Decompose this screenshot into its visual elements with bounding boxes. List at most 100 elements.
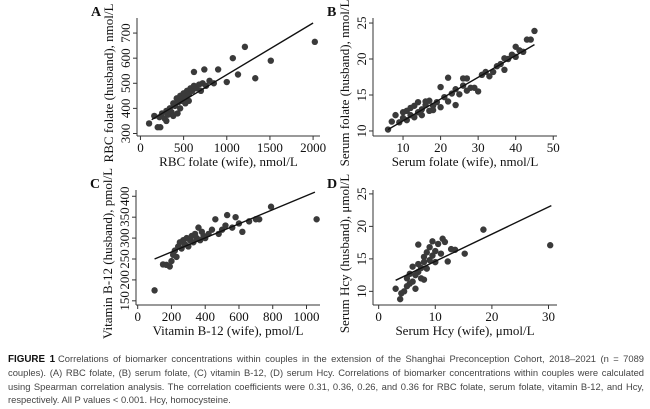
y-axis-label: Serum Hcy (husband), μmol/L [337,174,352,333]
x-tick-label: 0 [375,309,382,324]
caption-label: FIGURE 1 [8,354,56,365]
y-tick-label: 400 [117,187,132,207]
data-point [173,253,180,261]
y-tick-label: 300 [117,228,132,248]
x-tick-label: 400 [195,309,215,324]
data-point [441,238,449,246]
data-point [241,43,249,51]
y-tick-label: 400 [118,99,133,119]
panel-letter: C [90,177,100,192]
data-point [423,249,430,256]
data-point [547,242,554,249]
y-tick-label: 300 [118,124,133,144]
data-point [267,57,274,64]
x-tick-label: 10 [397,140,410,155]
data-point [190,68,198,76]
data-point [403,116,410,124]
y-tick-label: 10 [354,124,369,137]
data-point [444,258,451,265]
data-point [426,97,433,104]
data-point [168,257,175,265]
data-point [429,238,436,245]
data-point [414,98,422,106]
fit-line [154,191,316,260]
fit-line [151,22,314,121]
data-point [418,111,426,119]
x-tick-label: 1000 [293,309,319,324]
data-point [239,228,246,236]
data-point [234,71,242,78]
y-tick-label: 600 [118,48,133,68]
x-tick-label: 40 [509,140,522,155]
data-point [185,97,192,105]
data-point [474,88,482,95]
data-point [176,105,184,112]
data-point [222,222,229,229]
fit-line [395,204,552,281]
x-tick-label: 500 [174,140,194,155]
panel-letter: A [91,5,102,20]
data-point [214,66,222,73]
data-point [501,66,508,74]
x-tick-label: 200 [162,309,182,324]
data-point [444,74,452,81]
data-point [412,285,419,292]
data-point [396,295,404,303]
x-tick-label: 10 [429,309,442,324]
data-point [409,263,416,270]
y-tick-label: 150 [117,291,132,311]
data-point [420,276,428,283]
panel-letter: D [327,177,337,192]
y-tick-label: 10 [354,285,369,298]
x-tick-label: 50 [547,140,560,155]
x-tick-label: 30 [542,309,555,324]
data-point [429,106,437,114]
data-point [256,216,263,223]
data-point [267,203,275,210]
data-point [456,91,463,98]
data-point [452,101,459,109]
y-tick-label: 700 [118,23,133,43]
y-axis-label: Serum folate (husband), nmol/L [337,0,352,166]
y-tick-label: 350 [117,207,132,227]
data-point [531,27,538,35]
data-point [437,250,445,257]
data-point [426,243,433,251]
data-point [252,75,259,82]
x-tick-label: 30 [472,140,485,155]
panel-d: 0 10 20 30 10 15 20 25 Serum Hcy (wife), μmol/L S… [327,174,557,338]
data-point [166,263,173,270]
data-point [415,241,422,248]
panel-b: 10 20 30 40 50 10 15 20 25 Serum folate (wife), n… [327,0,560,169]
data-point [174,110,181,117]
data-point [486,73,493,80]
x-tick-label: 20 [434,140,447,155]
x-axis-label: Serum folate (wife), nmol/L [392,154,539,169]
caption-text: Correlations of biomarker concentrations… [8,353,645,406]
y-tick-label: 15 [354,88,369,101]
data-point [489,68,497,76]
x-axis-label: RBC folate (wife), nmol/L [159,154,298,169]
x-axis-label: Serum Hcy (wife), μmol/L [395,323,534,338]
y-tick-label: 15 [354,252,369,265]
data-point [311,38,319,46]
data-point [384,126,392,133]
data-point [201,66,208,73]
data-point [392,285,399,292]
data-point [461,250,468,257]
fit-line [387,44,535,131]
data-point [420,258,428,266]
x-tick-label: 600 [229,309,249,324]
data-point [229,54,237,62]
data-point [400,288,408,295]
data-point [163,117,170,125]
data-point [392,111,399,119]
data-point [313,216,320,223]
data-point [423,265,430,272]
data-point [437,83,444,91]
y-tick-label: 200 [117,270,132,290]
x-tick-label: 1000 [214,140,240,155]
data-point [151,287,158,294]
data-point [463,75,471,82]
